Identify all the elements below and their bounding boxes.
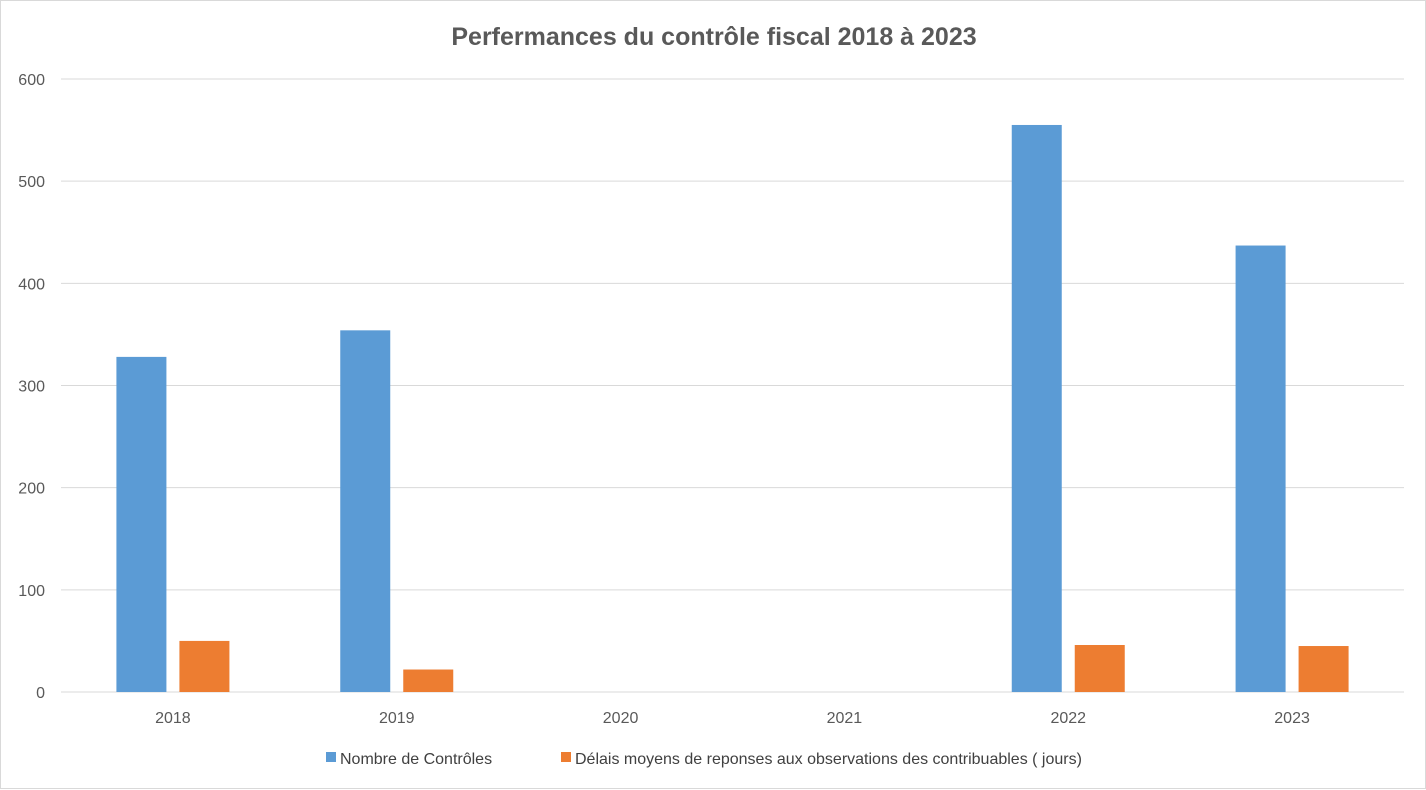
y-tick-label: 600 (18, 72, 45, 89)
x-axis-ticks: 2018 2019 2020 2021 2022 2023 (155, 710, 1310, 727)
y-tick-label: 100 (18, 583, 45, 600)
bars (116, 124, 1349, 693)
bar-delais-2022 (1074, 645, 1125, 692)
x-tick-label: 2021 (827, 710, 863, 727)
y-tick-label: 0 (36, 685, 45, 702)
bar-delais-2018 (179, 640, 230, 692)
bar-controles-2019 (340, 330, 391, 692)
x-tick-label: 2020 (603, 710, 639, 727)
chart-title: Perfermances du contrôle fiscal 2018 à 2… (451, 23, 976, 51)
y-axis-ticks: 0 100 200 300 400 500 600 (18, 72, 45, 702)
bar-controles-2023 (1235, 245, 1286, 692)
bar-controles-2022 (1011, 124, 1062, 693)
legend-label: Délais moyens de reponses aux observatio… (575, 751, 1082, 768)
bar-delais-2023 (1298, 646, 1349, 692)
y-tick-label: 400 (18, 276, 45, 293)
x-tick-label: 2018 (155, 710, 191, 727)
gridlines (61, 78, 1404, 693)
legend-swatch (561, 752, 571, 762)
x-tick-label: 2022 (1050, 710, 1086, 727)
y-tick-label: 300 (18, 379, 45, 396)
x-tick-label: 2019 (379, 710, 415, 727)
bar-delais-2019 (403, 669, 454, 692)
bar-controles-2018 (116, 356, 167, 692)
legend-swatch (326, 752, 336, 762)
x-tick-label: 2023 (1274, 710, 1310, 727)
legend-label: Nombre de Contrôles (340, 751, 492, 768)
y-tick-label: 500 (18, 174, 45, 191)
y-tick-label: 200 (18, 481, 45, 498)
legend: Nombre de Contrôles Délais moyens de repo… (326, 751, 1082, 768)
